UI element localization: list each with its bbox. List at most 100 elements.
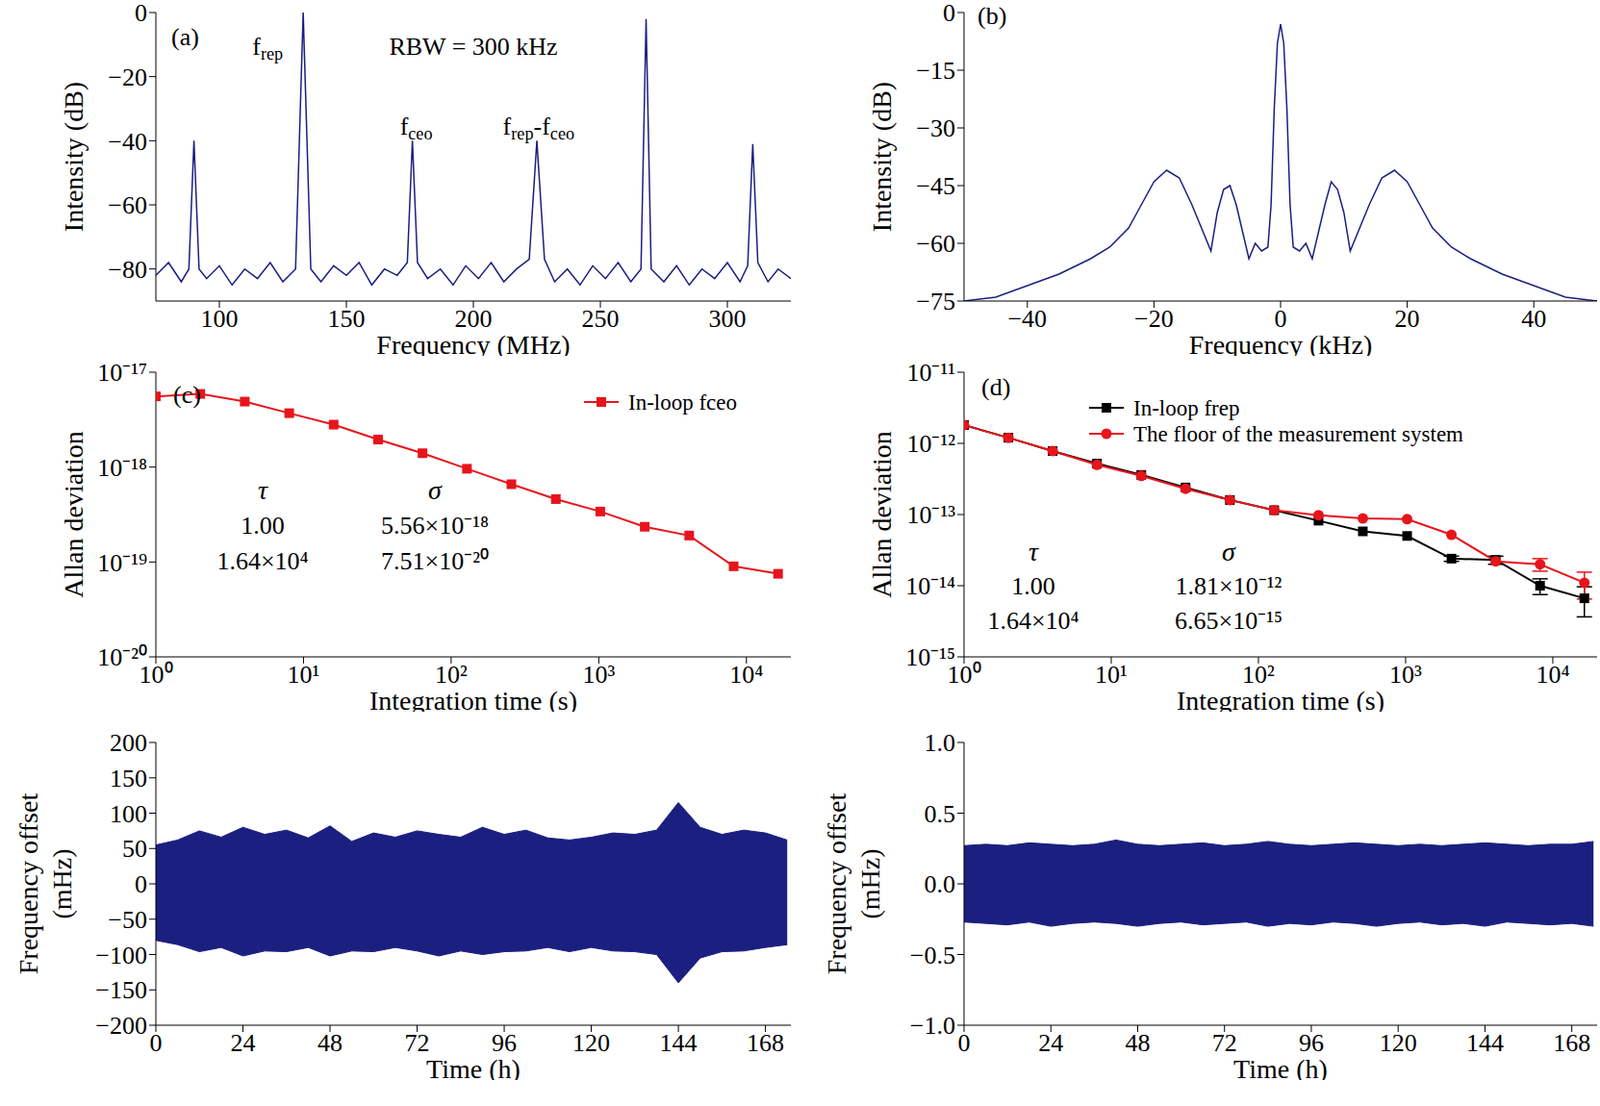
svg-text:5.56×10⁻¹⁸: 5.56×10⁻¹⁸ bbox=[380, 511, 489, 540]
svg-text:100: 100 bbox=[201, 304, 239, 333]
svg-text:0.5: 0.5 bbox=[924, 800, 957, 829]
svg-text:10⁻¹⁵: 10⁻¹⁵ bbox=[905, 643, 956, 672]
svg-text:120: 120 bbox=[572, 1029, 610, 1058]
svg-text:−200: −200 bbox=[95, 1012, 148, 1041]
svg-text:1.0: 1.0 bbox=[924, 729, 957, 758]
svg-text:120: 120 bbox=[1379, 1029, 1418, 1058]
svg-text:−150: −150 bbox=[95, 976, 148, 1005]
svg-text:10⁻¹³: 10⁻¹³ bbox=[906, 501, 956, 530]
svg-text:10⁴: 10⁴ bbox=[729, 660, 763, 689]
svg-text:0: 0 bbox=[150, 1029, 163, 1058]
svg-text:10²: 10² bbox=[1242, 661, 1275, 690]
svg-text:0: 0 bbox=[942, 0, 956, 27]
svg-text:10⁰: 10⁰ bbox=[947, 661, 981, 690]
svg-text:100: 100 bbox=[109, 800, 148, 829]
svg-text:20: 20 bbox=[1395, 304, 1421, 333]
svg-text:−80: −80 bbox=[107, 255, 148, 284]
svg-text:144: 144 bbox=[660, 1029, 698, 1058]
svg-text:fceo: fceo bbox=[400, 112, 433, 144]
svg-text:−20: −20 bbox=[1134, 304, 1174, 333]
svg-text:−15: −15 bbox=[915, 56, 956, 85]
svg-text:−40: −40 bbox=[1007, 304, 1047, 333]
svg-text:frep: frep bbox=[252, 32, 283, 64]
svg-text:200: 200 bbox=[109, 729, 148, 758]
svg-text:6.65×10⁻¹⁵: 6.65×10⁻¹⁵ bbox=[1174, 607, 1283, 635]
svg-text:24: 24 bbox=[1038, 1029, 1064, 1058]
svg-text:150: 150 bbox=[328, 304, 366, 333]
svg-text:7.51×10⁻²⁰: 7.51×10⁻²⁰ bbox=[380, 547, 489, 576]
svg-text:Allan deviation: Allan deviation bbox=[58, 431, 89, 598]
svg-text:40: 40 bbox=[1521, 304, 1547, 333]
svg-text:1.00: 1.00 bbox=[1011, 572, 1056, 601]
svg-text:−45: −45 bbox=[915, 172, 956, 201]
svg-text:Intensity (dB): Intensity (dB) bbox=[58, 81, 89, 232]
svg-text:(mHz): (mHz) bbox=[47, 848, 77, 919]
svg-text:168: 168 bbox=[1552, 1029, 1591, 1058]
svg-text:200: 200 bbox=[454, 305, 493, 334]
svg-text:−50: −50 bbox=[107, 906, 148, 935]
svg-text:0: 0 bbox=[134, 870, 148, 899]
svg-text:1.81×10⁻¹²: 1.81×10⁻¹² bbox=[1175, 572, 1283, 601]
svg-text:Frequency (kHz): Frequency (kHz) bbox=[1189, 330, 1372, 356]
svg-text:−1.0: −1.0 bbox=[910, 1012, 956, 1041]
svg-text:0: 0 bbox=[134, 0, 148, 27]
svg-text:10⁻²⁰: 10⁻²⁰ bbox=[97, 643, 148, 672]
svg-text:1.64×10⁴: 1.64×10⁴ bbox=[216, 547, 308, 576]
svg-text:The floor of the measurement s: The floor of the measurement system bbox=[1133, 422, 1464, 447]
svg-text:1.00: 1.00 bbox=[240, 511, 285, 540]
svg-text:(mHz): (mHz) bbox=[855, 848, 886, 919]
svg-text:10⁻¹¹: 10⁻¹¹ bbox=[906, 358, 956, 387]
svg-text:−60: −60 bbox=[915, 229, 956, 258]
svg-text:150: 150 bbox=[109, 764, 148, 793]
svg-text:250: 250 bbox=[582, 304, 620, 333]
svg-text:In-loop frep: In-loop frep bbox=[1133, 396, 1241, 421]
svg-text:10²: 10² bbox=[434, 661, 468, 690]
svg-text:10³: 10³ bbox=[1389, 660, 1423, 689]
svg-text:Frequency offset: Frequency offset bbox=[821, 793, 852, 976]
svg-text:50: 50 bbox=[122, 835, 148, 864]
html-text:(b): (b) bbox=[977, 1, 1007, 30]
svg-text:10¹: 10¹ bbox=[287, 660, 321, 689]
html-text:(d): (d) bbox=[981, 373, 1011, 402]
svg-text:1.64×10⁴: 1.64×10⁴ bbox=[987, 607, 1079, 635]
svg-text:168: 168 bbox=[746, 1029, 785, 1058]
svg-text:48: 48 bbox=[317, 1029, 343, 1058]
svg-text:10⁻¹⁷: 10⁻¹⁷ bbox=[97, 358, 148, 387]
svg-text:10³: 10³ bbox=[582, 660, 615, 689]
svg-text:10⁻¹²: 10⁻¹² bbox=[906, 430, 956, 458]
svg-text:10⁻¹⁸: 10⁻¹⁸ bbox=[97, 454, 148, 483]
svg-text:σ: σ bbox=[428, 475, 443, 506]
svg-text:−20: −20 bbox=[107, 63, 148, 92]
svg-text:−100: −100 bbox=[95, 941, 148, 970]
svg-text:Integration time (s): Integration time (s) bbox=[369, 685, 578, 712]
svg-text:τ: τ bbox=[257, 475, 269, 506]
svg-text:Allan deviation: Allan deviation bbox=[866, 431, 897, 598]
svg-text:−30: −30 bbox=[915, 114, 956, 143]
svg-text:0.0: 0.0 bbox=[924, 870, 957, 899]
svg-text:0: 0 bbox=[958, 1029, 971, 1058]
svg-text:RBW = 300 kHz: RBW = 300 kHz bbox=[388, 32, 558, 61]
svg-text:10⁻¹⁹: 10⁻¹⁹ bbox=[97, 549, 148, 578]
svg-text:−0.5: −0.5 bbox=[910, 941, 956, 970]
svg-text:−75: −75 bbox=[915, 287, 956, 316]
svg-text:24: 24 bbox=[230, 1029, 256, 1058]
svg-text:−60: −60 bbox=[107, 191, 148, 220]
svg-text:10⁰: 10⁰ bbox=[139, 661, 173, 690]
svg-text:300: 300 bbox=[709, 304, 747, 333]
svg-text:Time (h): Time (h) bbox=[426, 1054, 521, 1081]
svg-text:144: 144 bbox=[1466, 1029, 1504, 1058]
svg-text:σ: σ bbox=[1221, 536, 1237, 567]
svg-text:Time (h): Time (h) bbox=[1233, 1054, 1328, 1081]
svg-text:Intensity (dB): Intensity (dB) bbox=[866, 81, 897, 232]
svg-text:Frequency (MHz): Frequency (MHz) bbox=[376, 330, 570, 356]
svg-text:Integration time (s): Integration time (s) bbox=[1176, 685, 1385, 712]
svg-text:In-loop fceo: In-loop fceo bbox=[628, 390, 737, 415]
svg-text:−40: −40 bbox=[107, 127, 148, 156]
svg-text:Frequency offset: Frequency offset bbox=[13, 793, 44, 976]
svg-text:10¹: 10¹ bbox=[1094, 660, 1128, 689]
svg-text:10⁻¹⁴: 10⁻¹⁴ bbox=[905, 572, 956, 601]
svg-text:τ: τ bbox=[1028, 536, 1040, 567]
svg-text:48: 48 bbox=[1124, 1029, 1150, 1058]
svg-text:10⁴: 10⁴ bbox=[1535, 660, 1570, 689]
svg-text:frep-fceo: frep-fceo bbox=[503, 112, 575, 144]
